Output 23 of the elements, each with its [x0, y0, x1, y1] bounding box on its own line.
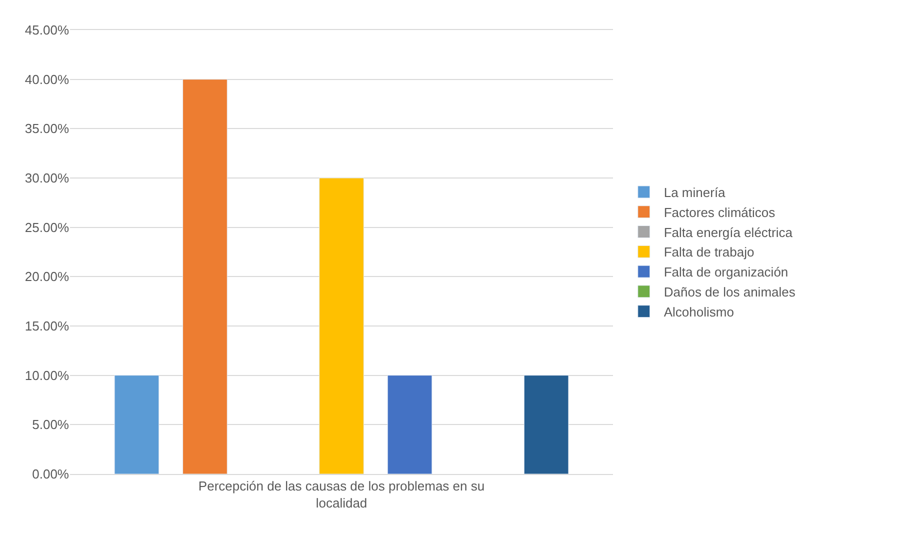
y-tick-label: 45.00% [24, 22, 70, 38]
y-tick-label: 10.00% [24, 368, 70, 383]
y-tick-label: 40.00% [24, 72, 70, 87]
y-tick-label: 20.00% [24, 269, 70, 284]
y-tick-label: 35.00% [24, 121, 70, 136]
bar [114, 375, 160, 474]
legend-label: Falta de trabajo [664, 244, 754, 260]
legend-label: La minería [664, 185, 726, 200]
legend-label: Daños de los animales [664, 284, 796, 300]
bar [524, 375, 569, 474]
y-tick-label: 5.00% [32, 417, 70, 432]
legend-label: Falta energía eléctrica [664, 224, 794, 240]
bar [319, 178, 364, 474]
x-tick-label: Percepción de las causas de los problemas en su localidad [198, 478, 485, 510]
y-tick-label: 30.00% [24, 170, 70, 186]
bar [387, 375, 432, 474]
legend-label: Alcoholismo [664, 304, 734, 320]
legend-label: Falta de organización [664, 264, 788, 280]
legend-label: Factores climáticos [664, 204, 776, 220]
y-tick-label: 15.00% [24, 318, 70, 334]
y-tick-label: 25.00% [24, 220, 70, 235]
bar [182, 79, 228, 474]
y-tick-label: 0.00% [32, 466, 70, 482]
